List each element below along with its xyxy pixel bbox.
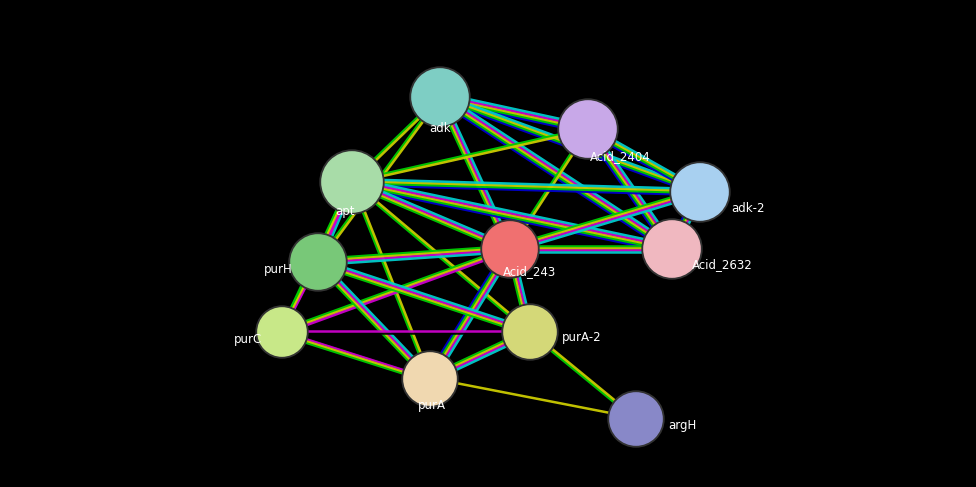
- Circle shape: [320, 150, 384, 214]
- Text: argH: argH: [668, 418, 696, 431]
- Circle shape: [402, 351, 458, 407]
- Circle shape: [289, 233, 347, 291]
- Circle shape: [256, 306, 308, 358]
- Circle shape: [322, 152, 382, 212]
- Circle shape: [258, 308, 306, 356]
- Text: Acid_2404: Acid_2404: [590, 150, 650, 164]
- Text: purC: purC: [234, 333, 263, 345]
- Circle shape: [558, 99, 618, 159]
- Circle shape: [610, 393, 662, 445]
- Text: Acid_2632: Acid_2632: [692, 259, 752, 271]
- Circle shape: [291, 235, 345, 289]
- Circle shape: [404, 353, 456, 405]
- Text: Acid_243: Acid_243: [504, 265, 556, 279]
- Text: apt: apt: [335, 206, 354, 219]
- Circle shape: [410, 67, 470, 127]
- Circle shape: [644, 221, 700, 277]
- Text: adk: adk: [429, 123, 451, 135]
- Circle shape: [502, 304, 558, 360]
- Circle shape: [504, 306, 556, 358]
- Circle shape: [481, 220, 539, 278]
- Circle shape: [560, 101, 616, 157]
- Circle shape: [412, 69, 468, 125]
- Text: purH: purH: [264, 262, 293, 276]
- Text: adk-2: adk-2: [731, 203, 765, 216]
- Circle shape: [483, 222, 537, 276]
- Text: purA: purA: [418, 398, 446, 412]
- Circle shape: [672, 164, 728, 220]
- Circle shape: [608, 391, 664, 447]
- Text: purA-2: purA-2: [562, 331, 602, 343]
- Circle shape: [670, 162, 730, 222]
- Circle shape: [642, 219, 702, 279]
